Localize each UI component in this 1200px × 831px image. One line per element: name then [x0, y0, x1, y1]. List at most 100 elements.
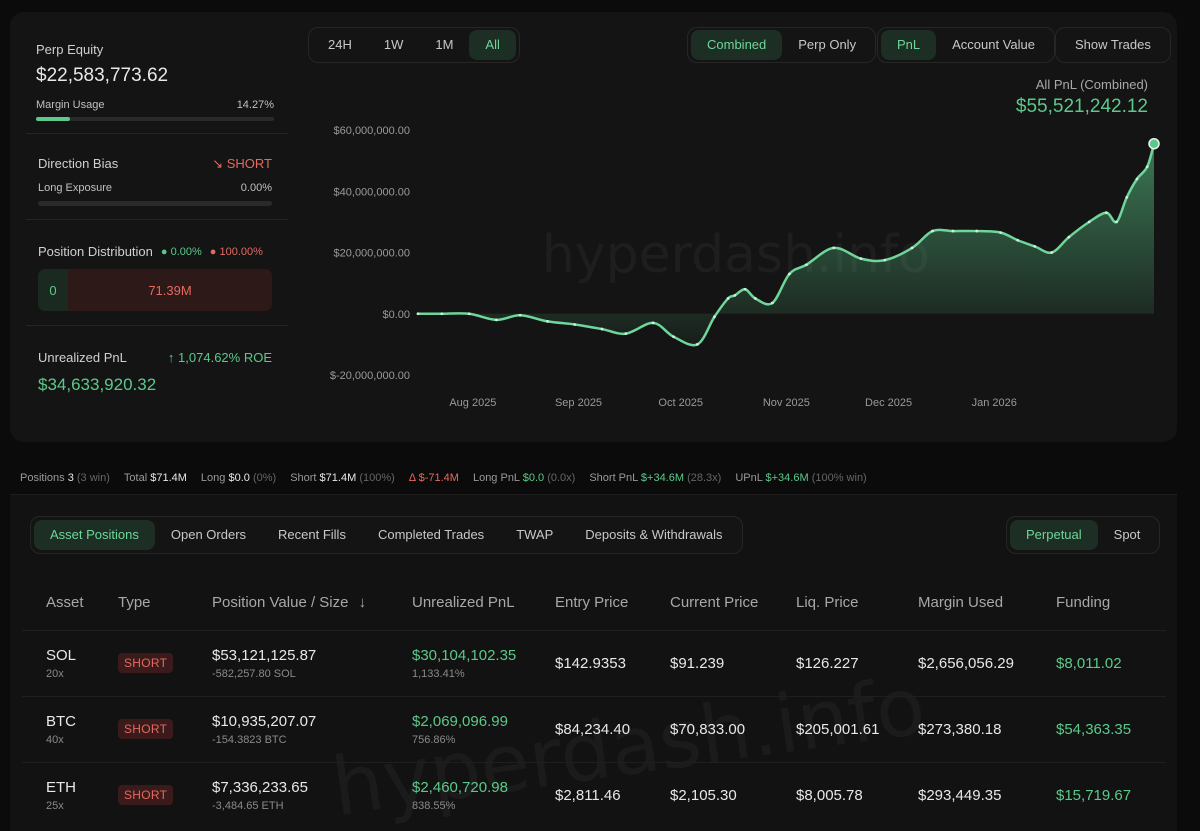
data-point — [1145, 165, 1149, 169]
scope-perp-only[interactable]: Perp Only — [798, 37, 857, 52]
show-trades-toggle: Show Trades — [1055, 27, 1171, 63]
data-point — [1104, 211, 1108, 215]
col-asset[interactable]: Asset — [46, 594, 84, 612]
delta-value: $-71.4M — [418, 472, 459, 484]
data-point — [573, 323, 577, 326]
chart-header-value: $55,521,242.12 — [1015, 96, 1148, 117]
tab-recent-fills[interactable]: Recent Fills — [278, 527, 346, 542]
asset-leverage: 25x — [46, 799, 64, 812]
col-type[interactable]: Type — [118, 594, 151, 612]
data-point — [624, 332, 628, 336]
table-row[interactable]: BTC 40x SHORT $10,935,207.07 -154.3823 BTC $2… — [22, 695, 1166, 762]
data-point — [518, 313, 522, 317]
short-pct: (100%) — [359, 472, 395, 484]
col-liq-price[interactable]: Liq. Price — [796, 594, 859, 612]
arrow-up-icon: ↑ — [167, 350, 175, 365]
tab-asset-positions[interactable]: Asset Positions — [34, 520, 155, 550]
data-point — [951, 229, 955, 233]
funding: $8,011.02 — [1056, 629, 1166, 696]
table-row[interactable]: ETH 25x SHORT $7,336,233.65 -3,484.65 ETH $2,… — [22, 761, 1166, 828]
unrealized-pnl-pct: 1,133.41% — [412, 667, 465, 680]
data-point — [975, 229, 979, 233]
metric-account-value[interactable]: Account Value — [952, 37, 1036, 52]
chart-header-label: All PnL (Combined) — [1035, 77, 1148, 92]
overview-card — [10, 12, 1177, 442]
long-pnl-value: $0.0 — [522, 472, 545, 484]
asset-leverage: 40x — [46, 733, 64, 746]
position-size: -154.3823 BTC — [212, 733, 287, 746]
data-point — [733, 293, 737, 297]
latest-point[interactable] — [1148, 137, 1160, 150]
show-trades-button[interactable]: Show Trades — [1075, 37, 1151, 52]
total-stat: Total $71.4M — [124, 472, 187, 484]
long-label: Long — [200, 472, 226, 484]
timeframe-1w[interactable]: 1W — [383, 37, 404, 52]
table-row[interactable]: SOL 20x SHORT $53,121,125.87 -582,257.80 SOL… — [22, 629, 1166, 696]
positions-count-stat: Positions 3 (3 win) — [20, 472, 110, 484]
data-point — [1067, 235, 1071, 239]
position-distribution-section: Position Distribution ● 0.00% ● 100.00% … — [26, 220, 288, 326]
timeframe-all[interactable]: All — [469, 30, 516, 60]
data-point — [999, 231, 1003, 234]
unrealized-pnl-section: Unrealized PnL ↑ 1,074.62% ROE $34,633,9… — [26, 326, 288, 416]
unrealized-pnl: $2,460,720.98 — [412, 778, 508, 796]
x-tick-label: Aug 2025 — [449, 397, 496, 409]
distribution-bar: 0 71.39M — [38, 269, 272, 311]
position-type-badge: SHORT — [118, 719, 174, 739]
unrealized-pnl-value: $34,633,920.32 — [38, 375, 157, 394]
position-value: $53,121,125.87 — [212, 646, 317, 664]
current-price: $2,105.30 — [670, 761, 796, 828]
data-point — [832, 246, 836, 250]
data-point — [467, 312, 471, 316]
data-point — [1135, 177, 1139, 181]
col-margin-used[interactable]: Margin Used — [918, 594, 1004, 612]
scope-combined[interactable]: Combined — [691, 30, 783, 60]
delta-label: Δ — [408, 472, 416, 484]
tab-twap[interactable]: TWAP — [516, 527, 554, 542]
data-point — [726, 297, 730, 300]
sort-down-icon: ↓ — [358, 594, 367, 612]
roe-badge: ↑ 1,074.62% ROE — [168, 350, 272, 365]
data-point — [910, 246, 914, 250]
y-tick-label: $-20,000,000.00 — [330, 370, 410, 382]
short-pnl-stat: Short PnL $+34.6M (28.3x) — [589, 472, 721, 484]
market-perpetual[interactable]: Perpetual — [1010, 520, 1098, 550]
data-point — [805, 263, 808, 267]
tab-deposits-withdrawals[interactable]: Deposits & Withdrawals — [585, 527, 723, 542]
data-point — [1125, 195, 1129, 199]
chart-header: All PnL (Combined) $55,521,242.12 — [1016, 77, 1148, 118]
timeframe-1m[interactable]: 1M — [435, 37, 454, 52]
market-spot[interactable]: Spot — [1113, 527, 1141, 542]
scope-selector: Combined Perp Only — [687, 27, 877, 63]
tab-completed-trades[interactable]: Completed Trades — [377, 527, 485, 542]
position-size: -3,484.65 ETH — [212, 799, 284, 812]
col-unrealized-pnl[interactable]: Unrealized PnL — [412, 594, 515, 612]
data-point — [713, 315, 716, 319]
y-tick-label: $20,000,000.00 — [334, 248, 410, 260]
upnl-value: $+34.6M — [765, 472, 809, 484]
timeframe-24h[interactable]: 24H — [328, 37, 352, 52]
data-point — [600, 327, 604, 331]
col-current-price[interactable]: Current Price — [670, 594, 759, 612]
col-position-value[interactable]: Position Value / Size ↓ — [212, 576, 412, 630]
direction-bias-value: SHORT — [226, 156, 272, 171]
metric-pnl[interactable]: PnL — [881, 30, 937, 60]
data-point — [1033, 244, 1037, 248]
table-header-row: Asset Type Position Value / Size ↓ Unrea… — [22, 576, 1166, 630]
col-funding[interactable]: Funding — [1056, 594, 1111, 612]
data-point — [883, 258, 887, 262]
x-tick-label: Nov 2025 — [763, 397, 810, 409]
x-tick-label: Jan 2026 — [972, 397, 1017, 409]
funding: $54,363.35 — [1056, 695, 1166, 762]
data-point — [546, 320, 549, 323]
delta-stat: Δ $-71.4M — [409, 472, 459, 484]
col-entry-price[interactable]: Entry Price — [555, 594, 629, 612]
timeframe-selector: 24H 1W 1M All — [308, 27, 520, 63]
positions-label: Positions — [20, 472, 65, 484]
current-price: $91.239 — [670, 629, 796, 696]
long-value: $0.0 — [228, 472, 250, 484]
direction-bias-badge: ↘ SHORT — [212, 156, 272, 172]
tab-open-orders[interactable]: Open Orders — [170, 527, 247, 542]
data-point — [651, 321, 655, 325]
x-tick-label: Dec 2025 — [865, 397, 912, 409]
